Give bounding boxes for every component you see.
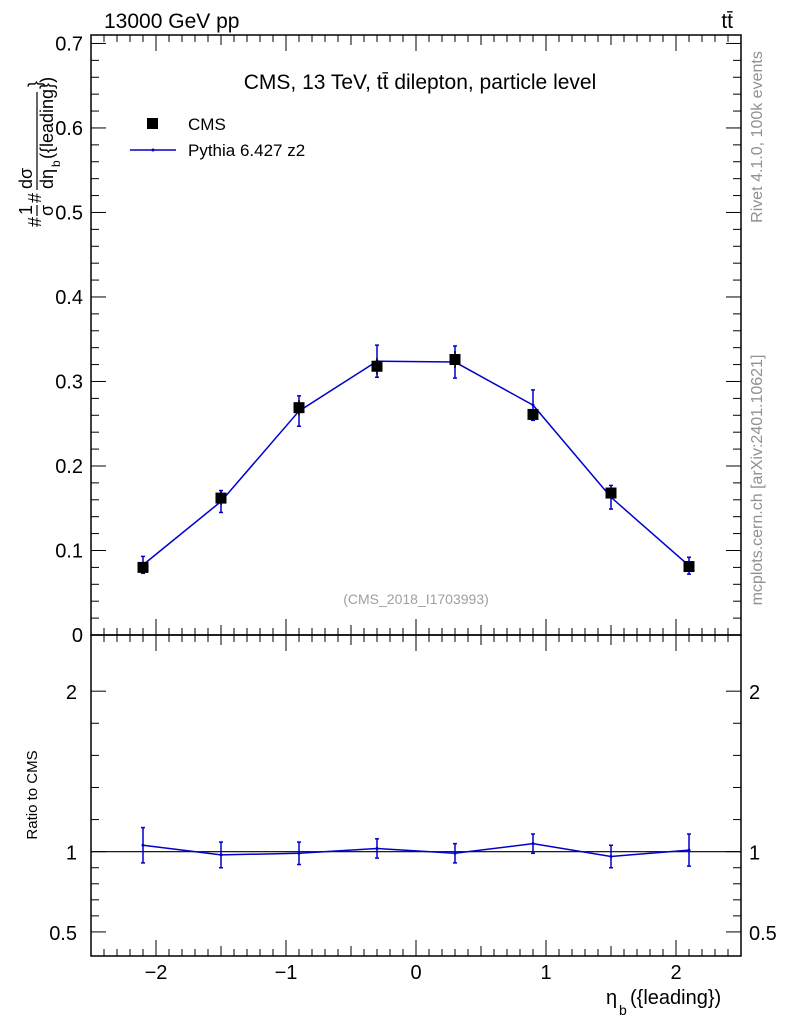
ratio-point [453,851,457,855]
ratio-y-tick-label-right: 2 [749,682,760,704]
cms-data-point [293,402,305,414]
cms-data-point [449,354,461,366]
energy-label: 13000 GeV pp [104,10,239,33]
main-y-label-sigma: σ [37,205,57,216]
x-axis-ticks: −2 −1 0 1 2 [103,35,729,984]
legend-pythia-marker [151,148,155,152]
cms-data-point [371,360,383,372]
ratio-y-tick-label-left: 2 [66,682,77,704]
main-y-tick-label: 0.3 [55,371,83,393]
main-y-tick-label: 0.2 [55,456,83,478]
x-label-subscript: b [619,1002,627,1018]
ratio-y-tick-label-right: 1 [749,843,760,865]
x-axis-label: η b ({leading}) [606,987,721,1018]
cms-data-point [137,561,149,573]
x-tick-label: 0 [410,962,421,984]
ratio-point [219,853,223,857]
main-y-label-dsigma: dσ [16,168,36,189]
ratio-pythia-curve [142,842,690,858]
cms-data-point [527,408,539,420]
x-label-eta: η [606,987,617,1009]
x-label-leading: ({leading}) [630,987,721,1009]
main-y-label-subscript: b [49,160,63,167]
x-tick-label: 1 [540,962,551,984]
main-y-tick-label: 0.6 [55,118,83,140]
legend-pythia-label: Pythia 6.427 z2 [188,141,305,160]
cms-data-point [215,492,227,504]
main-plot-title: CMS, 13 TeV, tt̄ dilepton, particle leve… [244,71,597,94]
main-y-axis-label: # 1 σ # dσ dη b ({leading}) } [16,77,63,227]
x-tick-label: 2 [670,962,681,984]
main-y-label-brace: } [25,81,45,87]
ratio-series [91,826,741,869]
main-series [137,344,695,575]
ratio-y-tick-label-left: 1 [66,843,77,865]
main-y-tick-label: 0.1 [55,540,83,562]
cms-data-point [683,561,695,573]
cms-data-point [605,487,617,499]
pythia-point [531,403,535,407]
main-y-tick-label: 0 [72,625,83,647]
main-y-axis-ticks: 0 0.1 0.2 0.3 0.4 0.5 0.6 0.7 [55,33,741,647]
ratio-point [297,851,301,855]
pythia-curve [142,360,690,567]
x-tick-label: −2 [145,962,168,984]
ratio-plot-frame [90,634,742,957]
main-y-label-deta: dη [37,169,57,189]
main-y-tick-label: 0.7 [55,33,83,55]
main-y-tick-label: 0.5 [55,202,83,224]
main-y-tick-label: 0.4 [55,287,83,309]
ratio-point [531,842,535,846]
main-y-label-numerator: 1 [16,205,36,215]
ratio-point [609,854,613,858]
legend-cms-marker [147,118,158,129]
legend-cms-label: CMS [188,115,226,134]
source-label: mcplots.cern.ch [arXiv:2401.10621] [749,355,766,606]
main-y-label-leading: ({leading}) [37,77,57,159]
ratio-y-axis-label: Ratio to CMS [24,750,41,839]
ratio-point [687,848,691,852]
main-y-label-hash-2: # [25,193,45,203]
x-tick-label: −1 [275,962,298,984]
main-y-label-hash-1: # [25,217,45,227]
ratio-point [375,846,379,850]
ratio-y-axis-ticks: 0.5 0.5 1 1 2 2 [49,682,777,945]
process-label: tt̄ [721,10,733,33]
ratio-point [141,843,145,847]
ratio-y-tick-label-left: 0.5 [49,923,77,945]
rivet-version-label: Rivet 4.1.0, 100k events [749,51,766,223]
analysis-watermark: (CMS_2018_I1703993) [343,591,489,607]
ratio-y-tick-label-right: 0.5 [749,923,777,945]
